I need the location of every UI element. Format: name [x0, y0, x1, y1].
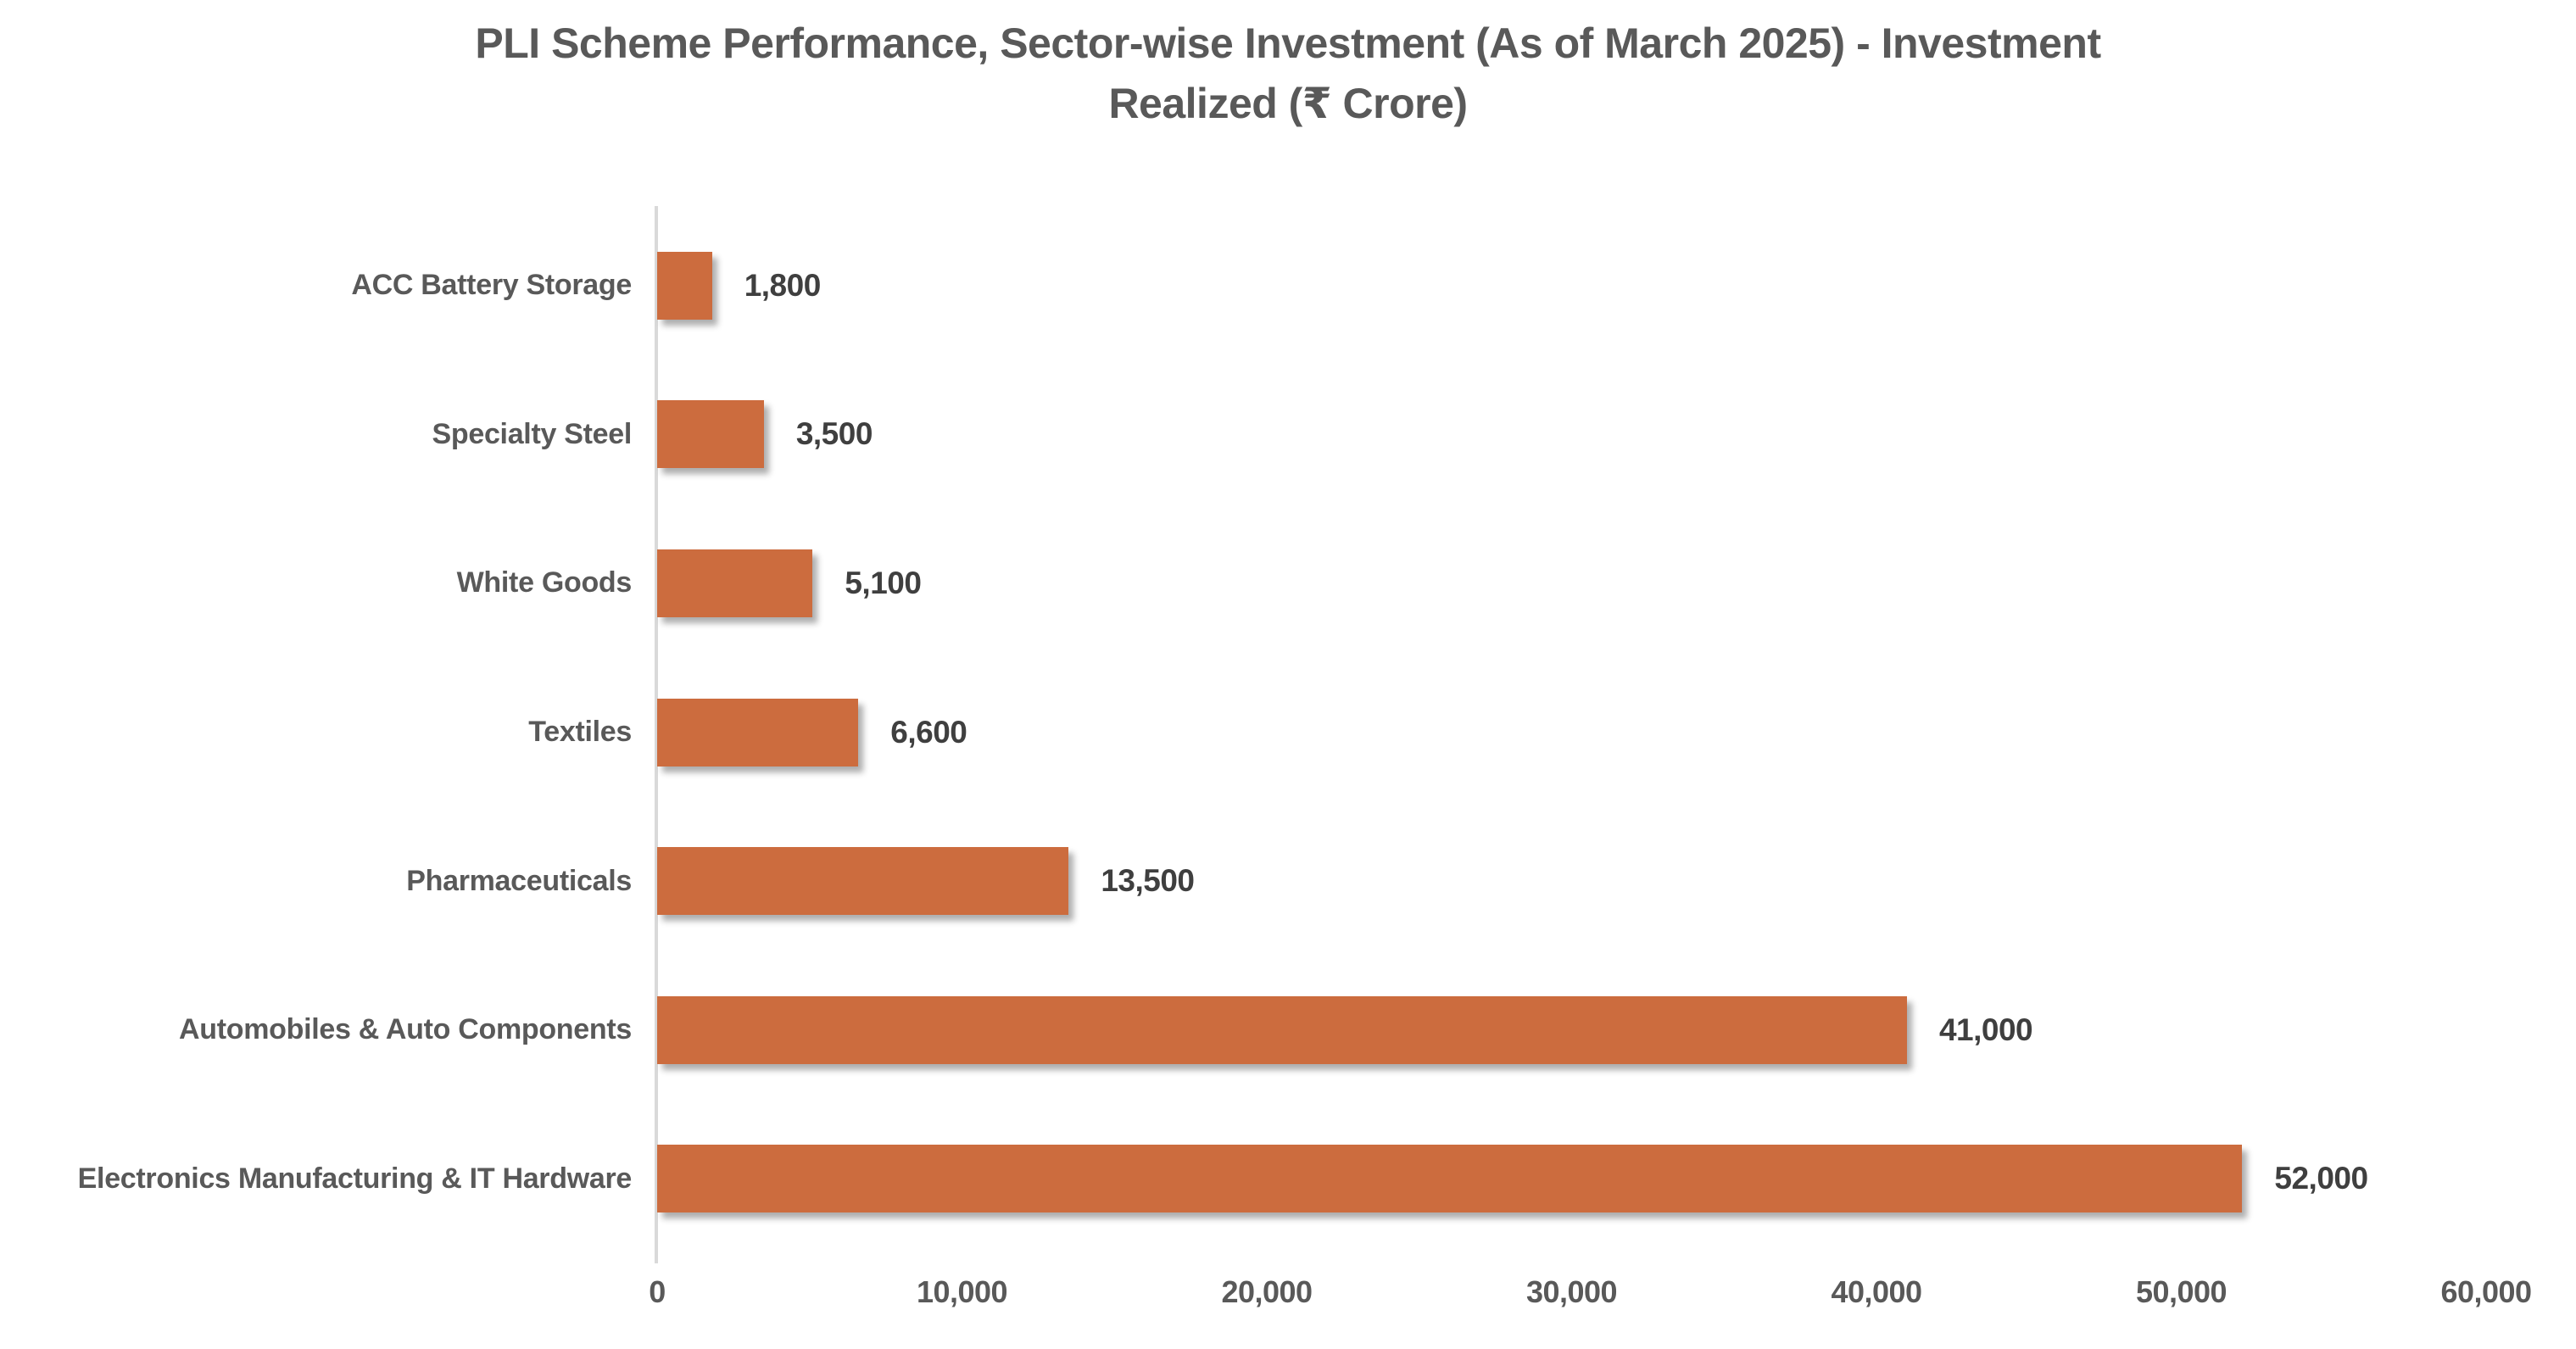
y-axis-line — [655, 206, 658, 1263]
value-label: 1,800 — [744, 267, 822, 303]
bar-row: ACC Battery Storage 1,800 — [0, 211, 2576, 360]
x-tick-label: 20,000 — [1221, 1274, 1313, 1309]
x-tick-label: 30,000 — [1525, 1274, 1618, 1309]
chart-rows: ACC Battery Storage 1,800 Specialty Stee… — [0, 211, 2576, 1253]
bar-area: 5,100 — [657, 509, 2576, 658]
category-label: White Goods — [456, 566, 633, 599]
bar-area: 1,800 — [657, 211, 2576, 360]
category-label: Automobiles & Auto Components — [178, 1013, 632, 1046]
category-label: ACC Battery Storage — [351, 269, 632, 302]
value-label: 6,600 — [890, 714, 967, 750]
value-label: 3,500 — [795, 416, 873, 452]
bar — [657, 251, 712, 320]
bar-row: Electronics Manufacturing & IT Hardware … — [0, 1105, 2576, 1254]
bar-area: 6,600 — [657, 658, 2576, 807]
bar-row: Textiles 6,600 — [0, 658, 2576, 807]
bar-area: 41,000 — [657, 956, 2576, 1105]
bar-area: 3,500 — [657, 360, 2576, 510]
bar — [657, 847, 1069, 916]
chart-title-line-1: PLI Scheme Performance, Sector-wise Inve… — [475, 20, 2101, 67]
value-label: 13,500 — [1101, 863, 1195, 899]
chart-title: PLI Scheme Performance, Sector-wise Inve… — [0, 14, 2576, 134]
bar — [657, 995, 1907, 1064]
x-axis: 0 10,000 20,000 30,000 40,000 50,000 60,000 — [649, 1274, 2532, 1325]
bar-row: White Goods 5,100 — [0, 509, 2576, 658]
value-label: 41,000 — [1938, 1012, 2033, 1047]
x-tick-label: 0 — [649, 1274, 666, 1309]
value-label: 5,100 — [845, 565, 922, 600]
chart-title-line-2: Realized (₹ Crore) — [1108, 80, 1468, 127]
category-label: Specialty Steel — [432, 417, 632, 450]
bar — [657, 698, 859, 766]
bar-area: 13,500 — [657, 806, 2576, 956]
x-tick-label: 60,000 — [2440, 1274, 2532, 1309]
category-label: Electronics Manufacturing & IT Hardware — [77, 1162, 633, 1195]
bar — [657, 400, 764, 469]
bar-row: Automobiles & Auto Components 41,000 — [0, 956, 2576, 1105]
bar-area: 52,000 — [657, 1105, 2576, 1254]
category-label: Textiles — [528, 716, 632, 749]
x-tick-label: 10,000 — [916, 1274, 1008, 1309]
x-tick-label: 50,000 — [2135, 1274, 2228, 1309]
category-label: Pharmaceuticals — [406, 864, 632, 897]
value-label: 52,000 — [2274, 1161, 2368, 1196]
bar — [657, 1145, 2243, 1213]
bar-row: Specialty Steel 3,500 — [0, 360, 2576, 510]
bar — [657, 549, 813, 617]
x-tick-label: 40,000 — [1831, 1274, 1922, 1309]
bar-row: Pharmaceuticals 13,500 — [0, 806, 2576, 956]
